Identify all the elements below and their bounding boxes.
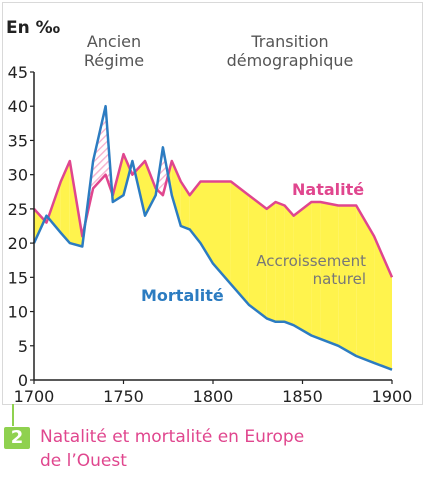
x-tick-label: 1900 [372, 387, 413, 406]
area-segment [213, 181, 231, 285]
area-segment [320, 202, 339, 346]
y-tick-label: 35 [8, 131, 28, 150]
area-segment [293, 202, 312, 336]
area-segment [356, 205, 375, 363]
area-segment [248, 195, 267, 319]
y-tick-label: 10 [8, 303, 28, 322]
period-label-transition-line2: démographique [227, 51, 354, 70]
area-segment [266, 202, 276, 322]
x-tick-label: 1850 [282, 387, 323, 406]
x-tick-label: 1700 [14, 387, 55, 406]
area-segment [230, 181, 249, 305]
caption-line-1: Natalité et mortalité en Europe [40, 427, 305, 447]
area-segment [60, 161, 70, 244]
area-segment [200, 181, 213, 264]
y-tick-label: 5 [18, 337, 28, 356]
y-tick-label: 0 [18, 371, 28, 390]
area-segment [338, 205, 357, 356]
period-label-ancien-line1: Ancien [87, 32, 141, 51]
figure-number-badge: 2 [4, 427, 30, 449]
area-segment [93, 106, 106, 189]
y-tick-label: 40 [8, 97, 28, 116]
caption-line-2: de l’Ouest [40, 451, 127, 471]
y-tick-label: 30 [8, 166, 28, 185]
y-tick-label: 20 [8, 234, 28, 253]
area-segment [275, 202, 285, 322]
x-tick-label: 1750 [103, 387, 144, 406]
area-segment [189, 181, 201, 244]
y-axis-label: En ‰ [6, 18, 61, 38]
area-segment [145, 161, 156, 216]
area-segment [284, 205, 294, 326]
chart: 0 5 10 15 20 25 30 35 40 45 1700 1750 1800 1850 1900 E… [6, 18, 413, 406]
period-label-ancien-line2: Régime [84, 51, 144, 70]
caption-text: Natalité et mortalité en Europe de l’Oue… [40, 425, 420, 473]
area-label-line2: naturel [313, 270, 366, 288]
natalite-line [33, 152, 394, 278]
y-tick-label: 15 [8, 268, 28, 287]
area-label-line1: Accroissement [256, 252, 366, 270]
y-tick-label: 45 [8, 63, 28, 82]
caption-connector [12, 404, 14, 426]
series-label-natalite: Natalité [292, 180, 364, 199]
y-tick-label: 25 [8, 200, 28, 219]
area-segment [311, 202, 321, 339]
series-label-mortalite: Mortalité [141, 286, 224, 305]
x-tick-label: 1800 [193, 387, 234, 406]
mortalite-line [32, 104, 393, 371]
period-label-transition-line1: Transition [250, 32, 328, 51]
